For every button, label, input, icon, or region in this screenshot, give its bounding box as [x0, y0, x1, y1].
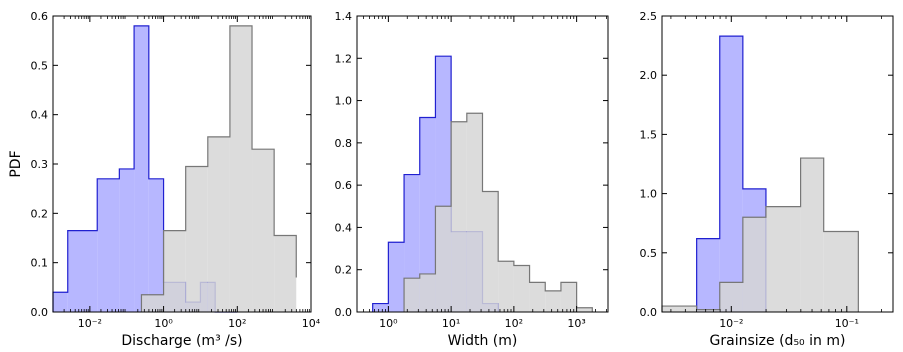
x-tick-label: 10⁰ — [154, 317, 173, 330]
histogram-bar — [696, 238, 720, 312]
histogram-bar — [765, 206, 801, 312]
chart-panel-3: 0.0 0.5 1.0 1.5 2.0 2.5 10⁻² 10⁻¹ Grainsize (d₅₀… — [640, 10, 894, 349]
y-tick-label: 0.0 — [640, 306, 658, 319]
histogram-bar — [719, 36, 743, 313]
histogram-bar — [229, 25, 253, 312]
histogram-bar — [207, 136, 230, 312]
histogram-bar — [419, 117, 436, 312]
histogram-bar — [482, 191, 499, 312]
x-tick-label: 10⁻² — [78, 317, 102, 330]
x-tick-label: 10² — [228, 317, 246, 330]
histogram-bar — [560, 282, 577, 312]
histogram-bar — [662, 306, 697, 312]
y-tick-label: 0.8 — [335, 137, 353, 150]
series-2 — [403, 112, 593, 312]
histogram-bar — [529, 282, 546, 312]
y-tick-label: 1.0 — [335, 95, 353, 108]
y-tick-label: 0.6 — [31, 10, 49, 23]
y-tick-label: 1.4 — [335, 10, 353, 23]
y-tick-label: 0.6 — [335, 179, 353, 192]
x-axis-label: Grainsize (d₅₀ in m) — [710, 333, 846, 349]
chart-panel-1: 0.0 0.1 0.2 0.3 0.4 0.5 0.6 10⁻² 10⁰ 10² 10⁴ Discha… — [8, 10, 321, 349]
y-tick-label: 0.1 — [31, 257, 49, 270]
histogram-bar — [419, 273, 436, 312]
histogram-bar — [435, 206, 452, 312]
y-tick-label: 1.2 — [335, 52, 353, 65]
y-tick-label: 0.0 — [31, 306, 49, 319]
y-tick-label: 1.0 — [640, 188, 658, 201]
y-tick-label: 0.3 — [31, 158, 49, 171]
histogram-bar — [274, 235, 297, 312]
histogram-bar — [823, 231, 859, 312]
histogram-outline — [661, 157, 859, 312]
x-tick-label: 10⁻¹ — [835, 317, 859, 330]
x-tick-label: 10⁻² — [719, 317, 743, 330]
y-tick-label: 0.2 — [31, 207, 49, 220]
x-axis-label: Discharge (m³ /s) — [121, 333, 242, 349]
series-2 — [661, 157, 859, 312]
y-tick-label: 2.5 — [640, 10, 658, 23]
histogram-bar — [119, 168, 135, 312]
histogram-bar — [141, 294, 164, 312]
histogram-bar — [513, 265, 530, 312]
histogram-bar — [163, 230, 186, 312]
y-tick-label: 0.5 — [640, 247, 658, 260]
histogram-bar — [148, 178, 164, 312]
chart-panel-2: 0.0 0.2 0.4 0.6 0.8 1.0 1.2 1.4 10⁰ 10¹ 10² 10³ Widt… — [335, 10, 609, 349]
histogram-outline — [140, 25, 297, 312]
histogram-outline — [696, 35, 767, 312]
series-2 — [140, 25, 297, 312]
histogram-bar — [466, 113, 483, 312]
y-tick-label: 1.5 — [640, 128, 658, 141]
histogram-bar — [742, 217, 766, 312]
histogram-bar — [67, 230, 98, 312]
y-tick-label: 0.2 — [335, 264, 353, 277]
y-tick-label: 0.4 — [31, 109, 49, 122]
histogram-bar — [576, 307, 593, 312]
histogram-bar — [451, 121, 467, 312]
histogram-bar — [498, 261, 514, 312]
x-tick-label: 10⁴ — [302, 317, 321, 330]
y-tick-label: 0.4 — [335, 221, 353, 234]
histogram-bar — [696, 309, 720, 312]
y-tick-label: 0.0 — [335, 306, 353, 319]
x-tick-label: 10¹ — [442, 317, 460, 330]
histogram-bar — [372, 303, 389, 312]
histogram-bar — [800, 158, 824, 312]
histogram-bar — [134, 25, 149, 312]
histogram-bar — [388, 242, 405, 312]
histogram-outline — [403, 112, 593, 312]
axes-frame — [661, 15, 894, 313]
histogram-bar — [252, 149, 275, 312]
histogram-bar — [53, 292, 68, 312]
x-axis-label: Width (m) — [448, 333, 518, 349]
y-tick-label: 0.5 — [31, 59, 49, 72]
histogram-bar — [185, 166, 208, 312]
y-axis-label: PDF — [8, 150, 24, 177]
x-tick-label: 10² — [505, 317, 523, 330]
histogram-bar — [719, 282, 743, 312]
histogram-bar — [97, 178, 120, 312]
axes-frame — [356, 15, 609, 313]
x-tick-label: 10⁰ — [379, 317, 398, 330]
histogram-bar — [404, 278, 420, 312]
y-tick-label: 2.0 — [640, 69, 658, 82]
x-tick-label: 10³ — [567, 317, 585, 330]
histogram-bar — [545, 290, 561, 312]
